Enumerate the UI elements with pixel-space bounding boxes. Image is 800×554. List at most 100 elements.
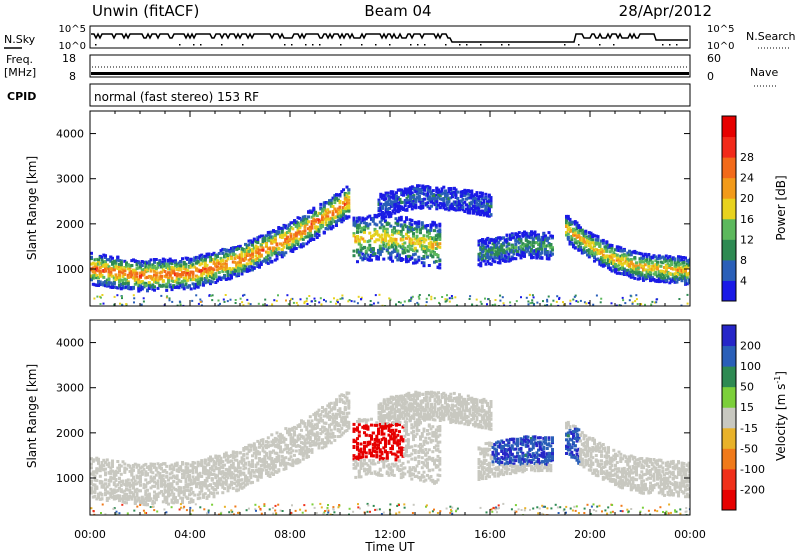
power-cell: [291, 227, 295, 231]
power-cell: [314, 212, 317, 216]
power-cell: [395, 194, 398, 198]
power-cell: [647, 253, 651, 256]
power-cell: [505, 245, 509, 249]
power-cell: [636, 277, 640, 281]
power-cell: [598, 262, 602, 266]
power-cell: [587, 240, 591, 244]
power-cell: [395, 203, 398, 206]
power-cell: [498, 258, 502, 262]
power-cell: [198, 283, 202, 287]
power-cell: [472, 204, 475, 208]
power-cell: [233, 272, 237, 276]
velocity-cell: [112, 477, 116, 481]
power-cell: [479, 191, 482, 195]
power-cell: [535, 241, 539, 244]
power-cell: [265, 255, 268, 259]
power-cell: [408, 257, 412, 261]
power-cell: [289, 234, 293, 238]
velocity-cell: [126, 483, 130, 487]
power-cell: [480, 211, 484, 215]
power-cell: [409, 195, 412, 198]
power-cell: [125, 264, 128, 268]
power-cell: [342, 218, 345, 222]
power-cell: [95, 257, 99, 261]
power-cell: [347, 195, 351, 199]
velocity-cell: [186, 475, 190, 478]
power-cell: [222, 298, 225, 301]
power-cell: [468, 209, 472, 212]
power-cell: [435, 186, 439, 190]
velocity-cell: [111, 460, 114, 464]
freq-unit: [MHz]: [4, 66, 36, 79]
power-cell: [282, 253, 286, 257]
power-cell: [645, 260, 649, 264]
power-cell: [487, 298, 490, 301]
power-cell: [284, 238, 288, 242]
velocity-cell: [198, 474, 202, 478]
power-cell: [322, 205, 326, 209]
power-cell: [102, 253, 106, 257]
power-cell: [487, 209, 491, 213]
velocity-cell: [135, 476, 139, 479]
power-cell: [205, 263, 209, 267]
power-cell: [640, 264, 644, 268]
power-cell: [465, 203, 468, 207]
power-cell: [434, 253, 438, 256]
power-cell: [607, 257, 610, 261]
power-cell: [391, 204, 395, 208]
velocity-cell: [153, 496, 156, 500]
power-cell: [673, 277, 677, 281]
power-cell: [391, 210, 395, 213]
power-cell: [149, 269, 153, 273]
velocity-cell: [177, 487, 181, 491]
velocity-cell: [109, 493, 113, 497]
power-cell: [577, 226, 581, 230]
power-cell: [402, 190, 405, 194]
power-cell: [182, 284, 186, 288]
power-cell: [178, 300, 181, 303]
power-cell: [214, 253, 218, 257]
power-cell: [531, 231, 535, 235]
power-cell: [429, 223, 433, 227]
power-cell: [463, 188, 467, 192]
power-cell: [352, 234, 356, 238]
power-cell: [241, 301, 244, 304]
power-cell: [415, 225, 419, 229]
velocity-cell: [104, 467, 107, 471]
power-cell: [442, 197, 446, 201]
velocity-cell: [170, 490, 174, 494]
power-cell: [265, 304, 268, 306]
power-cell: [422, 250, 426, 253]
power-cell: [356, 302, 359, 305]
power-cell: [123, 259, 127, 263]
power-cell: [98, 261, 102, 265]
velocity-cell: [102, 464, 106, 468]
power-cell: [100, 282, 104, 286]
power-cell: [184, 256, 188, 260]
power-cell: [635, 268, 638, 272]
power-cell: [572, 298, 575, 301]
power-cell: [412, 234, 415, 238]
power-cell: [214, 272, 218, 276]
power-cell: [116, 294, 119, 297]
power-cell: [99, 296, 102, 299]
power-cell: [547, 295, 550, 298]
power-cell: [498, 248, 502, 252]
velocity-cell: [123, 462, 127, 466]
power-cell: [396, 219, 400, 223]
power-cell: [589, 245, 593, 249]
power-cell: [331, 210, 335, 214]
power-cell: [433, 229, 436, 233]
power-cell: [593, 242, 596, 246]
power-cell: [353, 300, 356, 303]
power-cell: [266, 261, 270, 265]
velocity-cell: [195, 485, 198, 489]
velocity-cell: [93, 494, 97, 498]
power-cell: [591, 238, 595, 242]
power-cell: [484, 297, 486, 300]
power-cell: [619, 254, 623, 258]
power-cell: [482, 254, 486, 258]
power-cell: [489, 196, 493, 200]
power-cell: [594, 238, 598, 242]
power-cell: [486, 210, 489, 214]
